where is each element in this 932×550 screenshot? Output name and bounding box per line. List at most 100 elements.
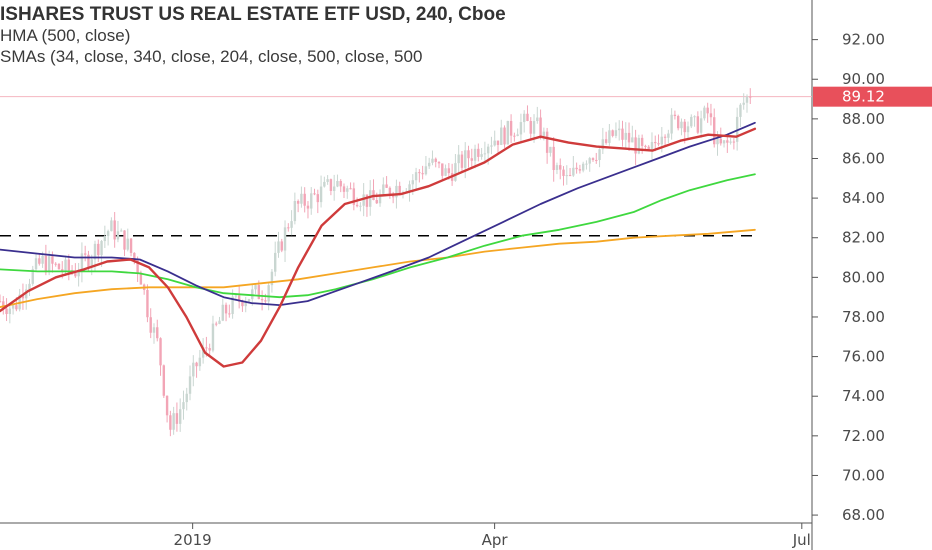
candle-body [578,169,582,171]
candle-body [559,165,562,170]
candle-body [696,116,700,133]
candle-body [257,285,261,299]
candle-body [182,402,185,410]
candle-body [11,305,15,309]
candle-body [572,167,575,176]
candle-body [296,201,300,204]
candle-body [496,140,500,145]
current-price-label-bg [813,86,932,107]
candle-body [470,158,473,161]
candle-body [247,299,251,302]
candle-body [532,121,536,134]
candle-body [139,272,143,285]
candle-body [513,135,516,137]
candle-body [80,253,84,273]
candle-body [162,365,166,396]
candle-body [195,362,198,367]
candle-body [627,132,631,143]
candle-body [506,120,510,145]
candle-body [634,137,637,154]
candle-body [306,205,310,209]
candle-body [211,323,215,351]
sma-legend-line: SMAs (34, close, 340, close, 204, close,… [0,47,423,66]
candle-body [745,96,749,103]
candle-body [277,241,280,253]
candle-body [591,158,595,160]
y-tick-label: 92.00 [842,31,885,49]
candle-body [90,259,93,268]
candle-body [473,148,477,161]
candle-body [208,348,211,351]
candle-body [486,146,490,154]
candle-body [654,141,657,144]
candle-body [680,121,683,129]
candle-body [670,114,673,134]
candle-body [241,301,244,307]
candle-body [231,296,234,315]
candle-body [323,181,326,187]
candle-body [64,259,67,271]
candle-body [742,102,745,105]
candle-body [454,163,457,181]
candle-body [500,127,503,145]
candle-body [270,271,274,286]
chart-legend: ISHARES TRUST US REAL ESTATE ETF USD, 24… [0,4,812,67]
y-tick-label: 68.00 [842,506,885,524]
candle-body [640,137,644,146]
x-tick-label: Jul [792,531,811,549]
candle-body [739,104,742,117]
candle-body [585,163,588,165]
candle-body [339,181,342,187]
candle-body [116,231,120,240]
candle-body [375,200,378,204]
candle-body [660,136,664,145]
candle-body [237,295,241,302]
candle-body [146,289,149,318]
candle-body [44,255,48,273]
candle-body [198,357,202,367]
candle-body [313,193,316,195]
candle-body [618,128,621,131]
candle-body [319,186,323,203]
candle-body [329,179,333,191]
x-tick-label: 2019 [174,531,212,549]
candle-body [650,141,654,150]
candle-body [93,243,97,260]
candle-body [169,415,172,430]
candle-body [303,193,306,206]
candle-body [398,185,401,195]
candle-body [418,172,421,174]
candle-body [562,169,565,176]
candle-body [126,238,129,250]
candle-body [565,175,568,177]
candle-body [336,181,339,187]
candle-body [287,227,290,229]
candle-body [129,238,133,253]
candle-body [188,376,192,394]
candle-body [631,137,634,143]
candle-body [254,285,257,290]
candle-body [316,194,319,203]
candle-body [713,117,716,145]
candle-body [483,153,487,155]
candle-body [28,283,31,290]
candle-body [447,168,451,174]
candle-body [218,320,221,324]
candle-body [460,154,464,168]
candle-body [293,201,297,222]
candle-body [716,138,719,145]
y-tick-label: 74.00 [842,387,885,405]
candle-body [201,347,205,358]
candle-body [280,241,283,251]
candle-body [61,269,64,271]
candle-body [87,254,90,268]
candle-body [51,256,54,264]
candle-body [539,117,542,136]
candle-body [568,175,572,177]
candle-body [0,301,2,303]
candle-body [57,264,61,270]
candle-body [441,163,444,176]
candle-body [133,252,136,261]
candle-body [83,253,87,255]
